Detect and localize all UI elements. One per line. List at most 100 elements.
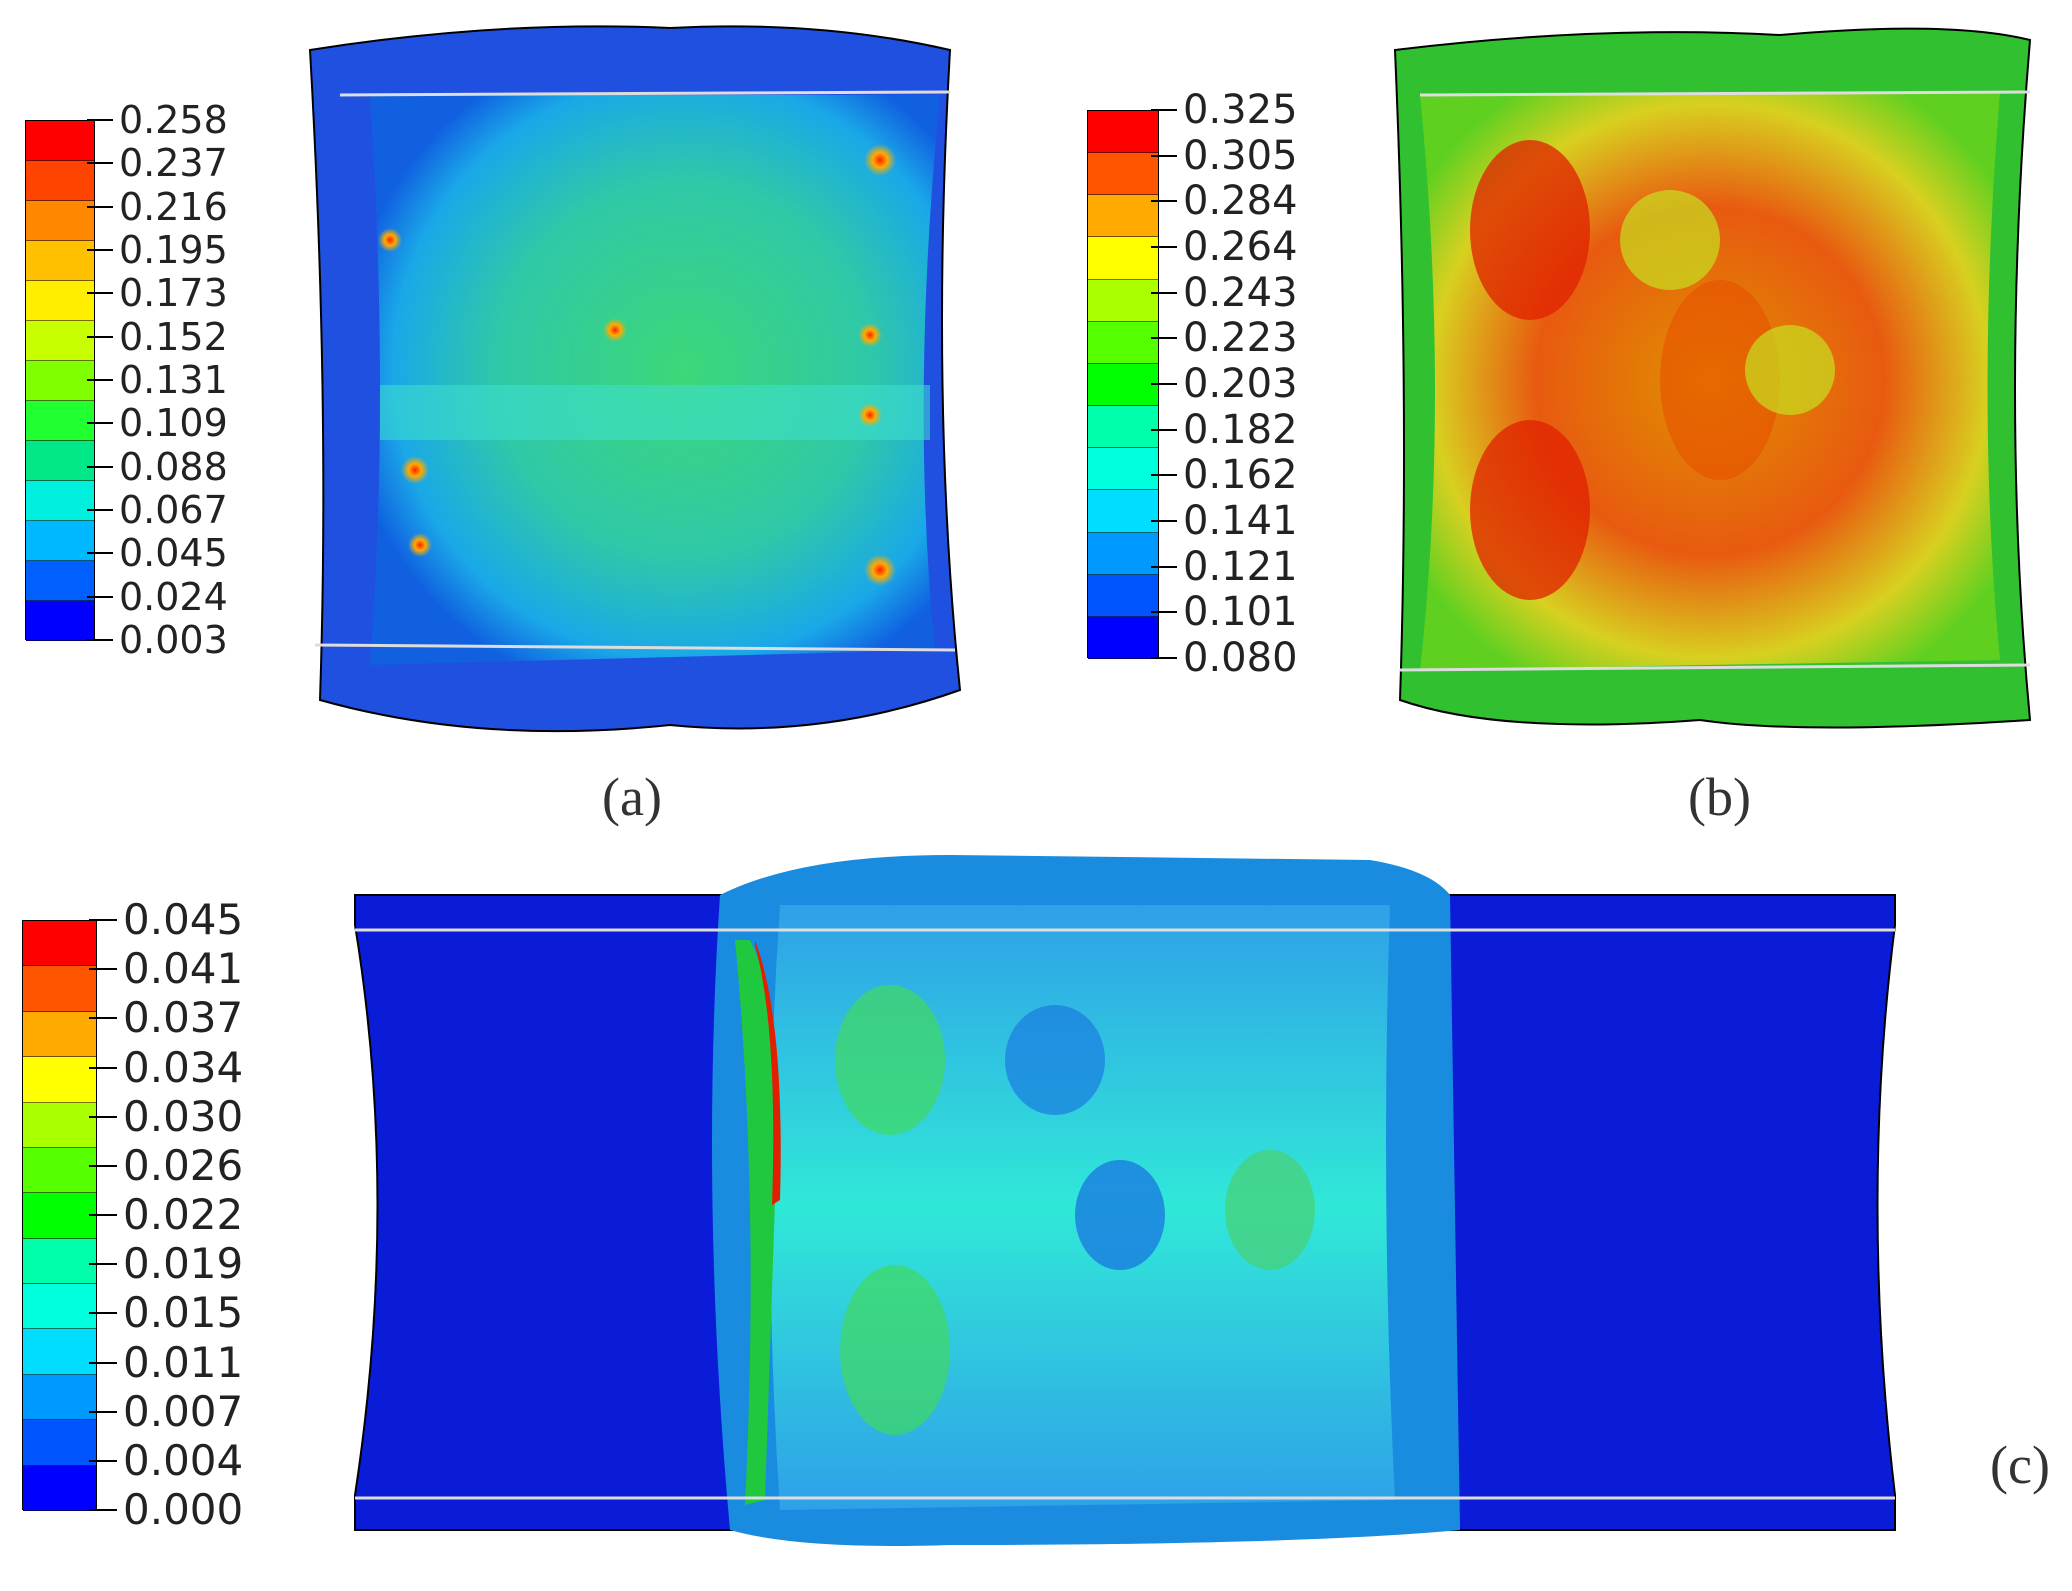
- legend-c-tick-2: [89, 1017, 117, 1020]
- legend-b-tick-5: [1151, 337, 1177, 340]
- legend-b-label-7: 0.182: [1183, 406, 1298, 453]
- legend-a-tick-6: [87, 379, 113, 381]
- legend-a-label-0: 0.258: [119, 98, 228, 142]
- legend-b-label-11: 0.101: [1183, 589, 1298, 636]
- legend-b-label-5: 0.223: [1183, 315, 1298, 362]
- legend-b-band-12: [1088, 616, 1158, 659]
- colorbar-c: [22, 920, 97, 1511]
- legend-c-band-3: [23, 1057, 96, 1103]
- legend-b-label-0: 0.325: [1183, 87, 1298, 133]
- legend-b-band-5: [1088, 321, 1158, 364]
- legend-b-tick-10: [1151, 565, 1177, 568]
- legend-c-label-12: 0.000: [123, 1485, 244, 1534]
- legend-c-label-10: 0.007: [123, 1386, 244, 1436]
- legend-c-tick-3: [89, 1066, 117, 1069]
- legend-c-tick-5: [89, 1164, 117, 1167]
- legend-b-tick-2: [1151, 200, 1177, 203]
- legend-b-tick-11: [1151, 611, 1177, 614]
- legend-b-label-2: 0.284: [1183, 178, 1298, 225]
- legend-a-label-11: 0.024: [119, 574, 228, 619]
- colorbar-a: [25, 120, 95, 641]
- legend-a-tick-11: [87, 595, 113, 598]
- legend-c-band-9: [23, 1329, 96, 1375]
- legend-b-tick-3: [1151, 246, 1177, 248]
- legend-c-label-1: 0.041: [123, 944, 244, 994]
- legend-c-tick-8: [89, 1312, 117, 1315]
- legend-a-tick-7: [87, 422, 113, 425]
- legend-c-band-12: [23, 1465, 96, 1511]
- legend-a-label-1: 0.237: [119, 141, 228, 186]
- legend-a-band-4: [26, 281, 94, 321]
- legend-c-tick-11: [89, 1459, 117, 1462]
- legend-b-band-0: [1088, 111, 1158, 154]
- legend-b-band-3: [1088, 237, 1158, 280]
- legend-b-label-12: 0.080: [1183, 635, 1298, 681]
- legend-b-label-6: 0.203: [1183, 361, 1298, 407]
- legend-a-band-12: [26, 601, 94, 641]
- legend-c-tick-12: [89, 1509, 117, 1511]
- legend-b-tick-4: [1151, 291, 1177, 294]
- legend-b-tick-1: [1151, 154, 1177, 157]
- legend-a-band-7: [26, 401, 94, 441]
- legend-b-band-10: [1088, 532, 1158, 575]
- legend-c-label-6: 0.022: [123, 1190, 244, 1239]
- legend-a-tick-10: [87, 552, 113, 555]
- legend-b-label-1: 0.305: [1183, 132, 1298, 179]
- legend-b: 0.325 0.305 0.284 0.264 0.243 0.223 0.203 0.182…: [1087, 90, 1337, 678]
- legend-a-tick-1: [87, 162, 113, 165]
- hotspots-a: [378, 144, 896, 586]
- legend-b-label-3: 0.264: [1183, 224, 1298, 270]
- middle-panel-a: [370, 95, 940, 665]
- legend-c: 0.045 0.041 0.037 0.034 0.030 0.026 0.022 0.019…: [22, 899, 282, 1531]
- legend-c-band-7: [23, 1238, 96, 1285]
- legend-b-band-1: [1088, 153, 1158, 196]
- legend-b-label-9: 0.141: [1183, 498, 1298, 544]
- legend-c-tick-0: [89, 919, 117, 921]
- legend-c-tick-9: [89, 1361, 117, 1364]
- legend-b-tick-6: [1151, 383, 1177, 385]
- legend-a-label-3: 0.195: [119, 228, 228, 272]
- legend-a-band-2: [26, 201, 94, 241]
- legend-a-band-11: [26, 561, 94, 601]
- legend-c-tick-6: [89, 1214, 117, 1216]
- legend-a-band-5: [26, 321, 94, 361]
- legend-a-tick-9: [87, 509, 113, 511]
- legend-c-band-5: [23, 1147, 96, 1194]
- legend-b-tick-8: [1151, 474, 1177, 477]
- legend-c-tick-1: [89, 968, 117, 971]
- colorbar-b: [1087, 110, 1159, 659]
- legend-c-label-9: 0.011: [123, 1337, 244, 1387]
- legend-b-band-7: [1088, 406, 1158, 449]
- legend-a-label-10: 0.045: [119, 531, 228, 576]
- legend-a-tick-5: [87, 335, 113, 338]
- legend-c-band-4: [23, 1102, 96, 1148]
- strain-band-c: [735, 940, 780, 1505]
- legend-a-band-6: [26, 361, 94, 401]
- legend-a-label-8: 0.088: [119, 444, 228, 489]
- legend-a-band-3: [26, 241, 94, 281]
- legend-b-label-4: 0.243: [1183, 269, 1298, 316]
- legend-c-label-4: 0.030: [123, 1091, 244, 1141]
- legend-b-band-4: [1088, 279, 1158, 322]
- legend-c-band-0: [23, 921, 96, 967]
- max-strain-c: [755, 940, 781, 1205]
- legend-c-tick-10: [89, 1410, 117, 1413]
- legend-c-band-1: [23, 966, 96, 1012]
- legend-b-tick-0: [1151, 109, 1177, 111]
- legend-c-label-5: 0.026: [123, 1140, 244, 1190]
- legend-a: 0.258 0.237 0.216 0.195 0.173 0.152 0.131 0.109…: [25, 101, 265, 659]
- legend-a-label-5: 0.152: [119, 314, 228, 359]
- legend-c-label-3: 0.034: [123, 1042, 244, 1092]
- legend-a-tick-0: [87, 119, 113, 121]
- legend-a-band-8: [26, 441, 94, 481]
- legend-a-tick-2: [87, 205, 113, 208]
- legend-a-tick-12: [87, 639, 113, 641]
- legend-c-label-8: 0.015: [123, 1288, 244, 1338]
- legend-b-band-9: [1088, 490, 1158, 533]
- legend-a-tick-4: [87, 292, 113, 295]
- legend-a-label-6: 0.131: [119, 358, 228, 402]
- legend-b-band-11: [1088, 574, 1158, 617]
- legend-c-band-2: [23, 1011, 96, 1058]
